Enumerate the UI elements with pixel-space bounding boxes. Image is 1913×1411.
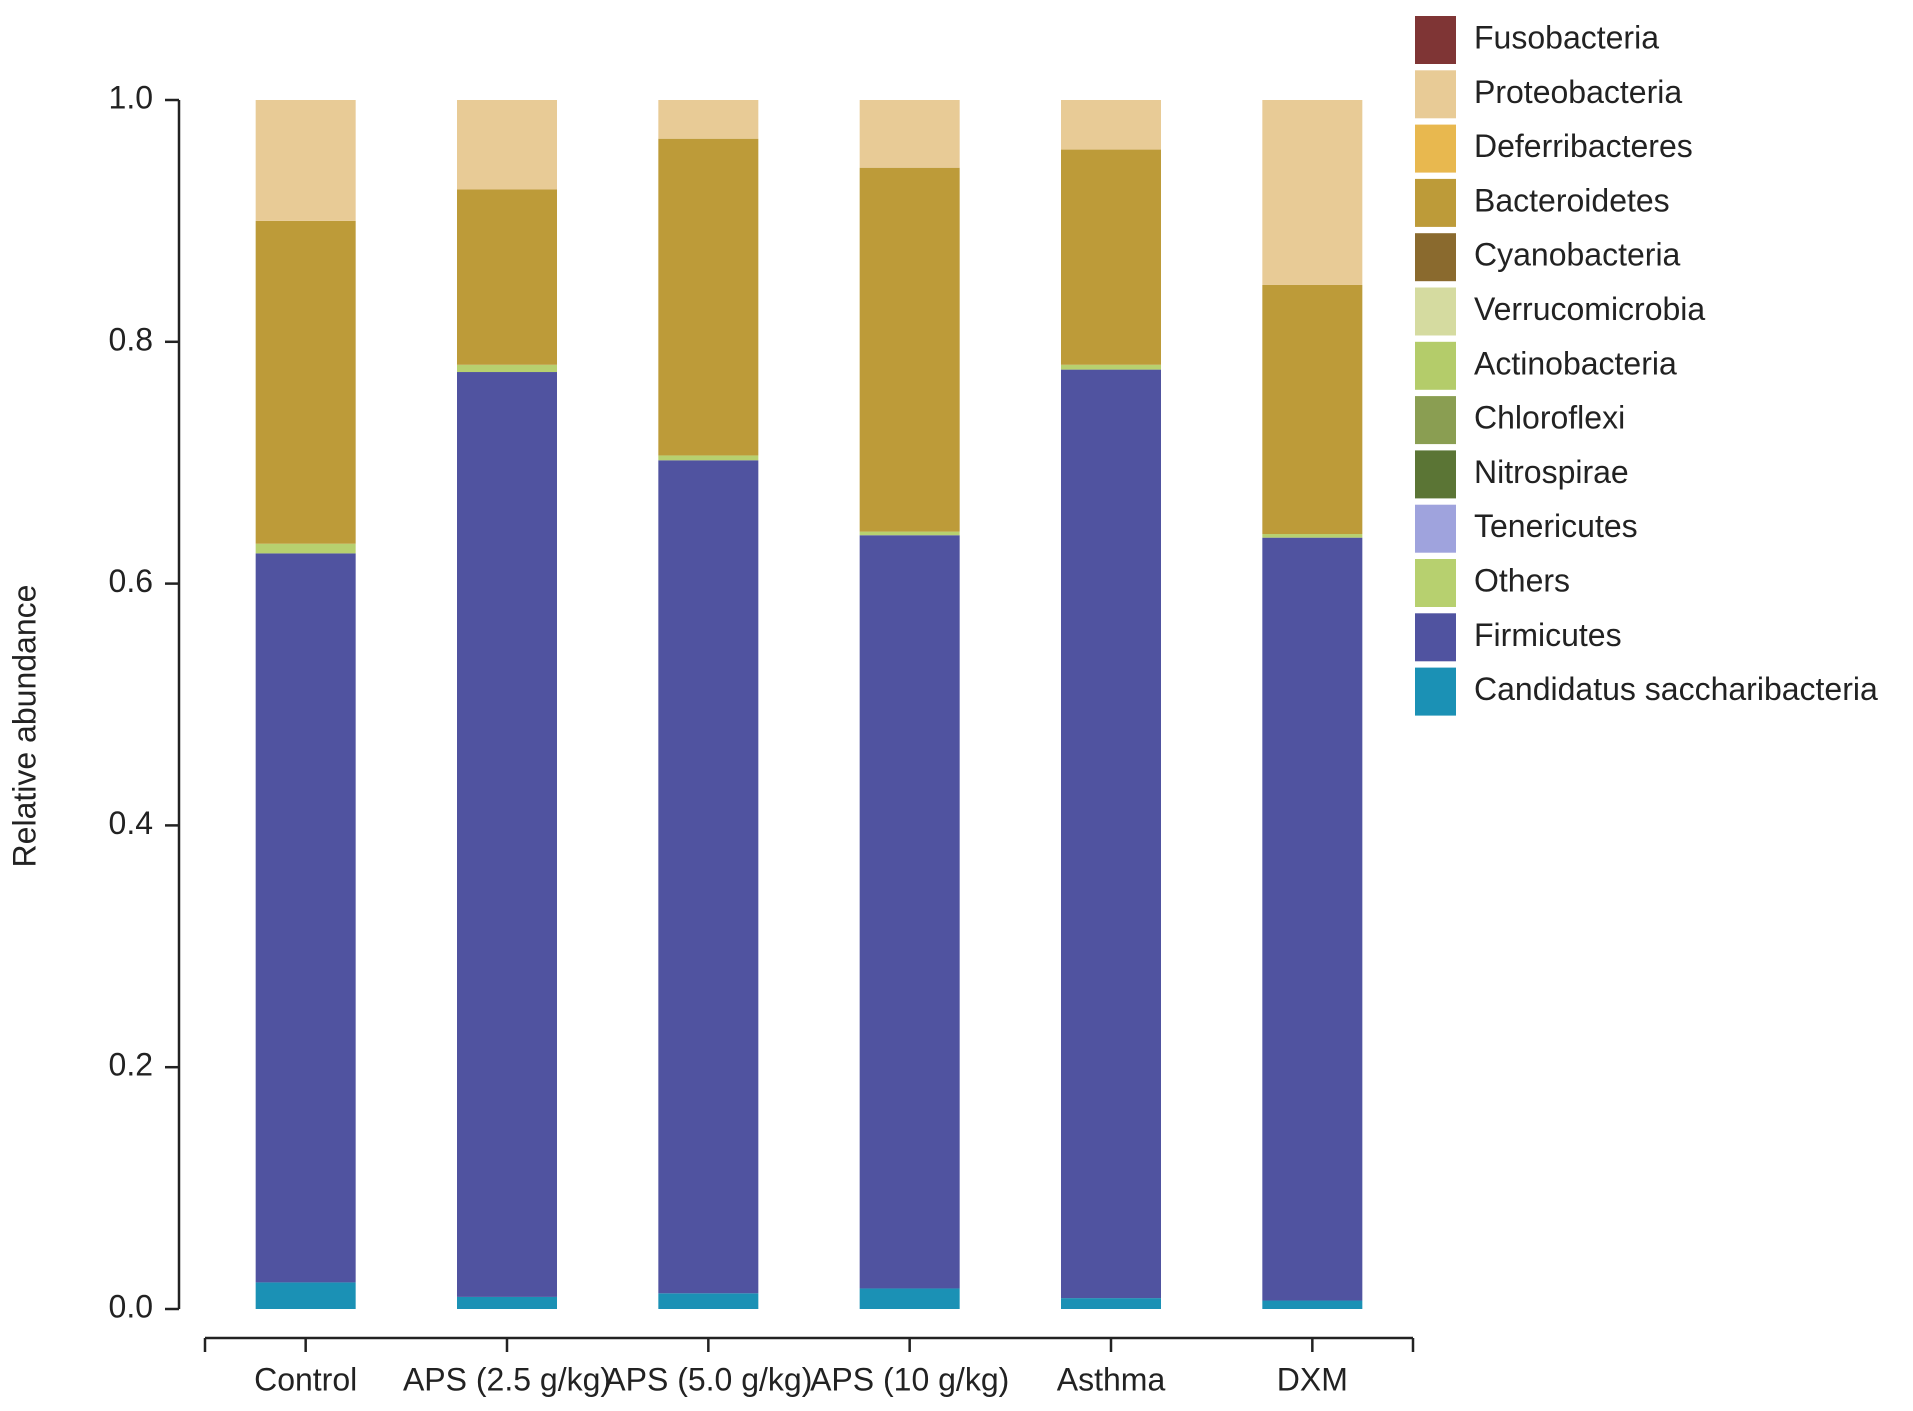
legend-label: Verrucomicrobia (1474, 291, 1705, 327)
legend-label: Others (1474, 562, 1570, 598)
bar-segment (1061, 149, 1161, 365)
legend-swatch (1415, 396, 1456, 445)
bar-segment (859, 531, 960, 536)
bar-segment (255, 220, 356, 544)
legend-label: Tenericutes (1474, 508, 1638, 544)
legend-label: Proteobacteria (1474, 74, 1682, 110)
legend-swatch (1415, 70, 1456, 119)
bar-segment (1262, 1300, 1363, 1309)
bar-segment (457, 364, 557, 373)
bar-segment (1061, 1298, 1161, 1309)
y-tick-label: 0.2 (109, 1047, 153, 1083)
bar-segment (859, 167, 960, 532)
bar-segment (658, 455, 759, 461)
bar-segment (859, 100, 960, 168)
legend-label: Actinobacteria (1474, 345, 1677, 381)
bar-segment (255, 100, 356, 221)
legend-label: Bacteroidetes (1474, 182, 1670, 218)
legend-label: Chloroflexi (1474, 400, 1625, 436)
bar-segment (1262, 537, 1363, 1301)
legend-swatch (1415, 341, 1456, 390)
bar-segment (658, 1293, 759, 1309)
bar-segment (859, 1288, 960, 1309)
legend-swatch (1415, 559, 1456, 607)
bar-segment (658, 460, 759, 1294)
y-axis-label: Relative abundance (6, 585, 42, 868)
x-tick-label: APS (5.0 g/kg) (604, 1361, 812, 1397)
y-tick-label: 1.0 (109, 79, 153, 115)
bar-segment (1262, 100, 1363, 285)
legend-label: Candidatus saccharibacteria (1474, 671, 1878, 707)
bar-segment (457, 100, 557, 190)
legend-swatch (1415, 613, 1456, 662)
bar-segment (1061, 100, 1161, 150)
bar-segment (457, 372, 557, 1297)
legend-swatch (1415, 504, 1456, 553)
y-tick-label: 0.4 (109, 805, 153, 841)
bar-segment (859, 535, 960, 1289)
y-tick-label: 0.6 (109, 563, 153, 599)
bar-segment (457, 189, 557, 365)
y-tick-label: 0.8 (109, 321, 153, 357)
x-tick-label: Control (254, 1361, 357, 1397)
bar-segment (1262, 534, 1363, 538)
legend-swatch (1415, 124, 1456, 173)
bar-segment (1061, 369, 1161, 1299)
legend-label: Nitrospirae (1474, 454, 1629, 490)
y-tick-label: 0.0 (109, 1288, 153, 1324)
legend-label: Deferribacteres (1474, 128, 1693, 164)
bar-segment (255, 553, 356, 1283)
legend-swatch (1415, 667, 1456, 716)
legend-label: Cyanobacteria (1474, 237, 1681, 273)
x-tick-label: APS (10 g/kg) (810, 1361, 1009, 1397)
legend-swatch (1415, 450, 1456, 499)
legend-label: Fusobacteria (1474, 19, 1659, 55)
legend-swatch (1415, 287, 1456, 336)
x-tick-label: DXM (1277, 1361, 1348, 1397)
legend-swatch (1415, 16, 1456, 64)
bar-segment (255, 1282, 356, 1309)
legend-swatch (1415, 178, 1456, 227)
x-tick-label: Asthma (1057, 1361, 1166, 1397)
bar-segment (457, 1296, 557, 1309)
bar-segment (1262, 284, 1363, 535)
legend-swatch (1415, 233, 1456, 282)
bar-segment (658, 138, 759, 456)
bar-segment (658, 100, 759, 139)
x-tick-label: APS (2.5 g/kg) (403, 1361, 611, 1397)
bar-segment (255, 543, 356, 554)
bar-segment (1061, 364, 1161, 370)
legend-label: Firmicutes (1474, 617, 1622, 653)
